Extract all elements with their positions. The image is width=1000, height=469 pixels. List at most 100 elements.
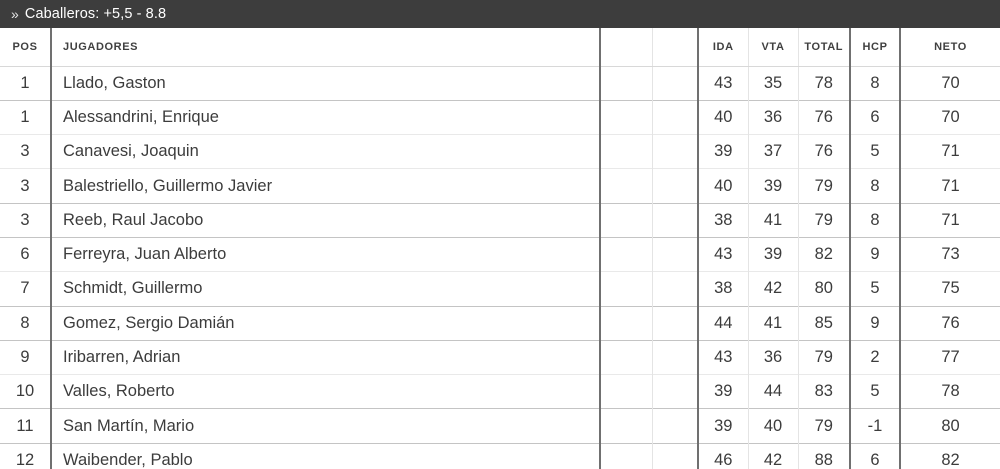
cell-blank-1	[599, 168, 652, 204]
cell-hcp: 5	[849, 134, 900, 169]
cell-ida: 40	[697, 100, 748, 135]
cell-neto: 73	[899, 237, 1000, 272]
cell-neto: 82	[899, 443, 1000, 469]
cell-total: 79	[797, 168, 850, 204]
cell-player-name: Alessandrini, Enrique	[50, 100, 600, 135]
column-header-total[interactable]: TOTAL	[797, 28, 850, 67]
table-row[interactable]: 9 Iribarren, Adrian 43 36 79 2 77	[0, 340, 1000, 375]
cell-blank-1	[599, 340, 652, 375]
cell-total: 88	[797, 443, 850, 469]
table-row[interactable]: 3 Canavesi, Joaquin 39 37 76 5 71	[0, 134, 1000, 169]
cell-pos: 12	[0, 443, 51, 469]
cell-ida: 38	[697, 203, 748, 238]
cell-pos: 3	[0, 203, 51, 238]
cell-neto: 71	[899, 203, 1000, 238]
cell-blank-2	[651, 340, 698, 375]
cell-blank-1	[599, 237, 652, 272]
cell-blank-2	[651, 306, 698, 341]
cell-vta: 40	[747, 408, 798, 444]
cell-vta: 36	[747, 340, 798, 375]
cell-player-name: Valles, Roberto	[50, 374, 600, 409]
cell-total: 76	[797, 134, 850, 169]
table-row[interactable]: 8 Gomez, Sergio Damián 44 41 85 9 76	[0, 306, 1000, 341]
cell-blank-1	[599, 306, 652, 341]
cell-pos: 1	[0, 100, 51, 135]
table-row[interactable]: 3 Reeb, Raul Jacobo 38 41 79 8 71	[0, 203, 1000, 238]
cell-neto: 80	[899, 408, 1000, 444]
cell-blank-2	[651, 203, 698, 238]
table-row[interactable]: 3 Balestriello, Guillermo Javier 40 39 79 8 71	[0, 168, 1000, 204]
column-header-pos[interactable]: POS	[0, 28, 51, 67]
cell-neto: 78	[899, 374, 1000, 409]
cell-hcp: 5	[849, 374, 900, 409]
cell-player-name: Llado, Gaston	[50, 65, 600, 101]
cell-hcp: 9	[849, 306, 900, 341]
cell-blank-1	[599, 100, 652, 135]
table-row[interactable]: 1 Alessandrini, Enrique 40 36 76 6 70	[0, 100, 1000, 135]
table-row[interactable]: 12 Waibender, Pablo 46 42 88 6 82	[0, 443, 1000, 469]
cell-pos: 3	[0, 134, 51, 169]
cell-vta: 42	[747, 443, 798, 469]
cell-total: 85	[797, 306, 850, 341]
cell-hcp: 2	[849, 340, 900, 375]
cell-blank-1	[599, 134, 652, 169]
cell-player-name: Waibender, Pablo	[50, 443, 600, 469]
double-chevron-icon: »	[11, 6, 19, 22]
cell-player-name: Reeb, Raul Jacobo	[50, 203, 600, 238]
cell-vta: 37	[747, 134, 798, 169]
cell-neto: 70	[899, 65, 1000, 101]
cell-blank-2	[651, 271, 698, 307]
cell-blank-2	[651, 374, 698, 409]
cell-pos: 10	[0, 374, 51, 409]
cell-vta: 39	[747, 168, 798, 204]
cell-vta: 35	[747, 65, 798, 101]
cell-blank-2	[651, 237, 698, 272]
section-title-bar: » Caballeros: +5,5 - 8.8	[0, 0, 1000, 28]
cell-neto: 70	[899, 100, 1000, 135]
standings-table: POS JUGADORES IDA VTA TOTAL HCP NETO 1 Ll…	[0, 28, 1000, 469]
cell-blank-2	[651, 100, 698, 135]
cell-vta: 41	[747, 203, 798, 238]
cell-blank-1	[599, 271, 652, 307]
cell-player-name: Iribarren, Adrian	[50, 340, 600, 375]
cell-player-name: Canavesi, Joaquin	[50, 134, 600, 169]
cell-player-name: San Martín, Mario	[50, 408, 600, 444]
cell-player-name: Gomez, Sergio Damián	[50, 306, 600, 341]
cell-ida: 43	[697, 340, 748, 375]
table-row[interactable]: 11 San Martín, Mario 39 40 79 -1 80	[0, 408, 1000, 444]
table-row[interactable]: 1 Llado, Gaston 43 35 78 8 70	[0, 65, 1000, 101]
cell-ida: 39	[697, 374, 748, 409]
cell-blank-1	[599, 374, 652, 409]
cell-vta: 39	[747, 237, 798, 272]
cell-ida: 38	[697, 271, 748, 307]
cell-ida: 46	[697, 443, 748, 469]
table-row[interactable]: 7 Schmidt, Guillermo 38 42 80 5 75	[0, 271, 1000, 307]
cell-player-name: Ferreyra, Juan Alberto	[50, 237, 600, 272]
cell-pos: 11	[0, 408, 51, 444]
cell-blank-2	[651, 134, 698, 169]
column-header-ida[interactable]: IDA	[697, 28, 748, 67]
column-header-neto[interactable]: NETO	[899, 28, 1000, 67]
cell-total: 78	[797, 65, 850, 101]
cell-pos: 6	[0, 237, 51, 272]
cell-total: 79	[797, 340, 850, 375]
cell-neto: 76	[899, 306, 1000, 341]
cell-total: 76	[797, 100, 850, 135]
cell-neto: 71	[899, 168, 1000, 204]
column-header-jugadores[interactable]: JUGADORES	[50, 28, 600, 67]
cell-vta: 41	[747, 306, 798, 341]
cell-blank-1	[599, 203, 652, 238]
cell-pos: 3	[0, 168, 51, 204]
column-header-vta[interactable]: VTA	[747, 28, 798, 67]
cell-neto: 75	[899, 271, 1000, 307]
cell-ida: 44	[697, 306, 748, 341]
cell-blank-1	[599, 408, 652, 444]
table-row[interactable]: 10 Valles, Roberto 39 44 83 5 78	[0, 374, 1000, 409]
cell-blank-2	[651, 408, 698, 444]
cell-total: 80	[797, 271, 850, 307]
cell-ida: 39	[697, 408, 748, 444]
cell-vta: 36	[747, 100, 798, 135]
column-header-hcp[interactable]: HCP	[849, 28, 900, 67]
table-row[interactable]: 6 Ferreyra, Juan Alberto 43 39 82 9 73	[0, 237, 1000, 272]
